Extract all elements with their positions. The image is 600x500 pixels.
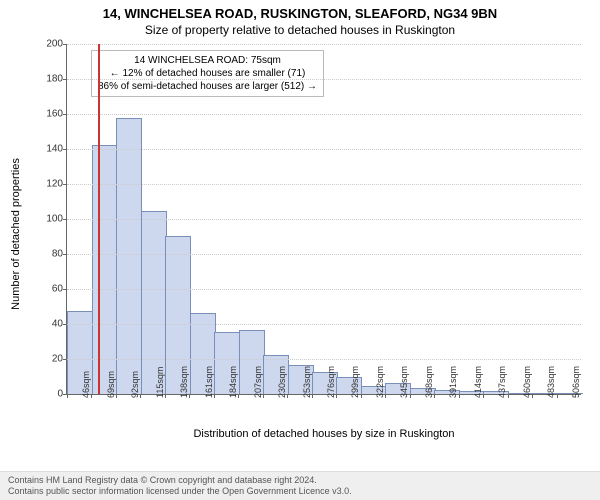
x-tick-mark <box>140 394 141 398</box>
grid-line <box>67 149 581 150</box>
x-tick-mark <box>287 394 288 398</box>
y-tick-label: 180 <box>33 74 67 85</box>
x-tick-mark <box>238 394 239 398</box>
x-tick-label: 414sqm <box>473 366 483 398</box>
x-tick-label: 483sqm <box>546 366 556 398</box>
y-tick-label: 120 <box>33 179 67 190</box>
annotation-box: 14 WINCHELSEA ROAD: 75sqm ← 12% of detac… <box>91 50 324 97</box>
x-tick-mark <box>385 394 386 398</box>
footer-line-2: Contains public sector information licen… <box>8 486 592 497</box>
y-tick-label: 0 <box>33 389 67 400</box>
x-tick-mark <box>336 394 337 398</box>
histogram-bar <box>92 145 118 395</box>
x-tick-mark <box>508 394 509 398</box>
x-tick-mark <box>165 394 166 398</box>
footer: Contains HM Land Registry data © Crown c… <box>0 471 600 500</box>
x-tick-mark <box>263 394 264 398</box>
x-tick-mark <box>459 394 460 398</box>
x-tick-label: 69sqm <box>106 371 116 398</box>
x-tick-label: 207sqm <box>253 366 263 398</box>
y-tick-label: 60 <box>33 284 67 295</box>
x-tick-label: 115sqm <box>155 367 165 398</box>
grid-line <box>67 289 581 290</box>
x-tick-label: 276sqm <box>326 366 336 398</box>
annotation-line-3: 86% of semi-detached houses are larger (… <box>98 80 317 93</box>
y-axis-label: Number of detached properties <box>10 134 22 334</box>
x-tick-label: 368sqm <box>424 366 434 398</box>
grid-line <box>67 114 581 115</box>
y-tick-label: 200 <box>33 39 67 50</box>
x-tick-mark <box>312 394 313 398</box>
y-tick-label: 140 <box>33 144 67 155</box>
x-tick-mark <box>483 394 484 398</box>
x-tick-label: 322sqm <box>375 366 385 398</box>
x-tick-label: 161sqm <box>204 366 214 398</box>
x-tick-mark <box>410 394 411 398</box>
y-tick-label: 80 <box>33 249 67 260</box>
annotation-line-1: 14 WINCHELSEA ROAD: 75sqm <box>98 54 317 67</box>
grid-line <box>67 254 581 255</box>
footer-line-1: Contains HM Land Registry data © Crown c… <box>8 475 592 486</box>
x-tick-mark <box>361 394 362 398</box>
grid-line <box>67 324 581 325</box>
x-tick-mark <box>116 394 117 398</box>
x-tick-label: 138sqm <box>179 366 189 398</box>
grid-line <box>67 79 581 80</box>
chart-container: Number of detached properties 14 WINCHEL… <box>46 44 580 424</box>
plot-area: 14 WINCHELSEA ROAD: 75sqm ← 12% of detac… <box>66 44 581 395</box>
x-tick-label: 92sqm <box>130 371 140 398</box>
grid-line <box>67 219 581 220</box>
x-tick-label: 46sqm <box>81 371 91 398</box>
x-tick-label: 437sqm <box>497 366 507 398</box>
x-tick-label: 230sqm <box>277 366 287 398</box>
x-axis-label: Distribution of detached houses by size … <box>67 428 581 440</box>
x-tick-label: 460sqm <box>522 366 532 398</box>
x-tick-label: 506sqm <box>571 366 581 398</box>
x-tick-mark <box>189 394 190 398</box>
grid-line <box>67 44 581 45</box>
page-subtitle: Size of property relative to detached ho… <box>0 21 600 37</box>
x-tick-label: 299sqm <box>350 366 360 398</box>
grid-line <box>67 184 581 185</box>
page-title: 14, WINCHELSEA ROAD, RUSKINGTON, SLEAFOR… <box>0 0 600 21</box>
x-tick-mark <box>557 394 558 398</box>
x-tick-mark <box>91 394 92 398</box>
reference-line <box>98 44 100 394</box>
y-tick-label: 100 <box>33 214 67 225</box>
x-tick-label: 253sqm <box>302 366 312 398</box>
x-tick-label: 345sqm <box>399 366 409 398</box>
histogram-bar <box>116 118 142 394</box>
y-tick-label: 160 <box>33 109 67 120</box>
x-tick-label: 184sqm <box>228 366 238 398</box>
y-tick-label: 40 <box>33 319 67 330</box>
x-tick-mark <box>67 394 68 398</box>
x-tick-mark <box>214 394 215 398</box>
x-tick-mark <box>532 394 533 398</box>
x-tick-label: 391sqm <box>448 366 458 398</box>
y-tick-label: 20 <box>33 354 67 365</box>
grid-line <box>67 359 581 360</box>
x-tick-mark <box>434 394 435 398</box>
